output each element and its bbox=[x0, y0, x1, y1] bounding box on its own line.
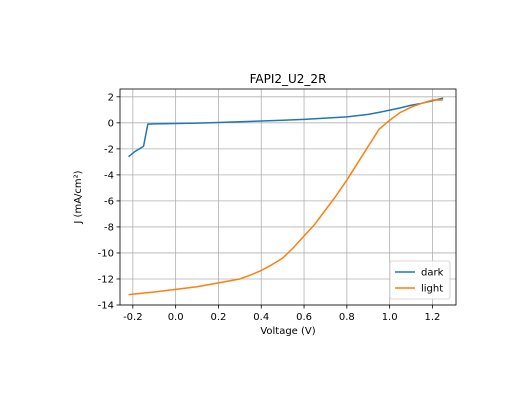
x-tick-label: -0.2 bbox=[123, 312, 143, 323]
x-tick-label: 0.6 bbox=[296, 312, 312, 323]
x-tick-label: 0.4 bbox=[253, 312, 269, 323]
series-line-light bbox=[128, 99, 444, 296]
ticks: -0.2 0.0 0.2 0.4 0.6 0.8 1.0 1.2 -14 -12 -10 -8 -6 -4… bbox=[98, 92, 441, 323]
y-tick-label: 2 bbox=[108, 92, 114, 103]
x-tick-label: 0.2 bbox=[210, 312, 226, 323]
chart-title: FAPI2_U2_2R bbox=[250, 72, 327, 86]
y-tick-label: -12 bbox=[98, 274, 114, 285]
x-tick-label: 0.0 bbox=[168, 312, 184, 323]
y-axis-title: J (mA/cm²) bbox=[73, 170, 84, 224]
legend-label-dark: dark bbox=[421, 268, 444, 279]
y-tick-label: -6 bbox=[104, 196, 114, 207]
y-tick-label: 0 bbox=[108, 118, 114, 129]
y-tick-label: -4 bbox=[104, 170, 114, 181]
y-tick-label: -10 bbox=[98, 248, 114, 259]
plot-frame bbox=[119, 88, 457, 306]
y-tick-label: -8 bbox=[104, 222, 114, 233]
legend: dark light bbox=[389, 260, 451, 300]
legend-box bbox=[389, 260, 451, 300]
x-tick-label: 1.2 bbox=[425, 312, 441, 323]
x-tick-label: 1.0 bbox=[382, 312, 398, 323]
y-tick-label: -2 bbox=[104, 144, 114, 155]
x-axis-title: Voltage (V) bbox=[260, 326, 315, 337]
y-tick-label: -14 bbox=[98, 301, 114, 312]
legend-label-light: light bbox=[421, 284, 443, 295]
series-line-dark bbox=[128, 97, 444, 158]
x-tick-label: 0.8 bbox=[339, 312, 355, 323]
series-layer bbox=[128, 97, 444, 296]
